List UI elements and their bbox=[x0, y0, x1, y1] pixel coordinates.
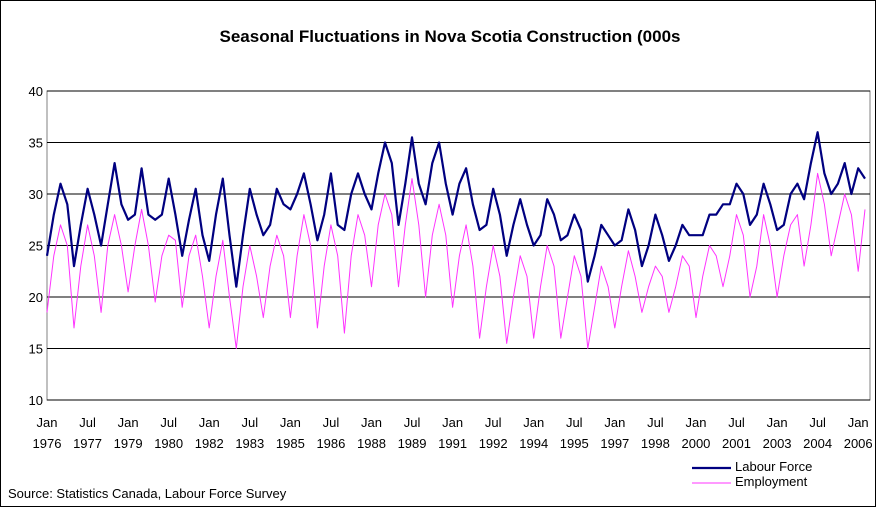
legend-label: Employment bbox=[735, 474, 808, 489]
line-series bbox=[45, 131, 866, 288]
y-tick-label: 15 bbox=[29, 342, 43, 357]
x-tick-label: Jan 1979 bbox=[113, 415, 143, 451]
x-tick-label: Jan 2000 bbox=[681, 415, 711, 451]
y-tick-label: 35 bbox=[29, 136, 43, 151]
legend-label: Labour Force bbox=[735, 459, 813, 474]
line-series bbox=[46, 172, 866, 349]
x-tick-label: Jan 1997 bbox=[600, 415, 630, 451]
y-tick-label: 40 bbox=[29, 84, 43, 99]
x-tick-label: Jan 1976 bbox=[32, 415, 62, 451]
x-tick-label: Jan 2006 bbox=[843, 415, 873, 451]
x-tick-label: Jul 1986 bbox=[316, 415, 346, 451]
x-tick-label: Jan 1982 bbox=[194, 415, 224, 451]
y-tick-label: 10 bbox=[29, 393, 43, 408]
chart-title: Seasonal Fluctuations in Nova Scotia Con… bbox=[220, 27, 681, 46]
x-tick-label: Jan 1985 bbox=[275, 415, 305, 451]
source: Source: Statistics Canada, Labour Force … bbox=[8, 486, 287, 501]
y-tick-label: 25 bbox=[29, 239, 43, 254]
x-tick-label: Jul 1992 bbox=[478, 415, 508, 451]
x-tick-label: Jul 1998 bbox=[640, 415, 670, 451]
x-tick-label: Jul 1995 bbox=[559, 415, 589, 451]
x-tick-label: Jul 2004 bbox=[803, 415, 833, 451]
x-tick-label: Jan 1991 bbox=[438, 415, 468, 451]
x-tick-label: Jan 2003 bbox=[762, 415, 792, 451]
y-tick-label: 30 bbox=[29, 187, 43, 202]
x-tick-label: Jul 2001 bbox=[722, 415, 751, 451]
y-tick-label: 20 bbox=[29, 290, 43, 305]
x-tick-label: Jul 1980 bbox=[154, 415, 184, 451]
x-tick-label: Jul 1983 bbox=[235, 415, 265, 451]
x-tick-label: Jan 1994 bbox=[519, 415, 549, 451]
x-tick-label: Jan 1988 bbox=[357, 415, 386, 451]
x-tick-label: Jul 1989 bbox=[397, 415, 427, 451]
x-tick-label: Jul 1977 bbox=[73, 415, 102, 451]
